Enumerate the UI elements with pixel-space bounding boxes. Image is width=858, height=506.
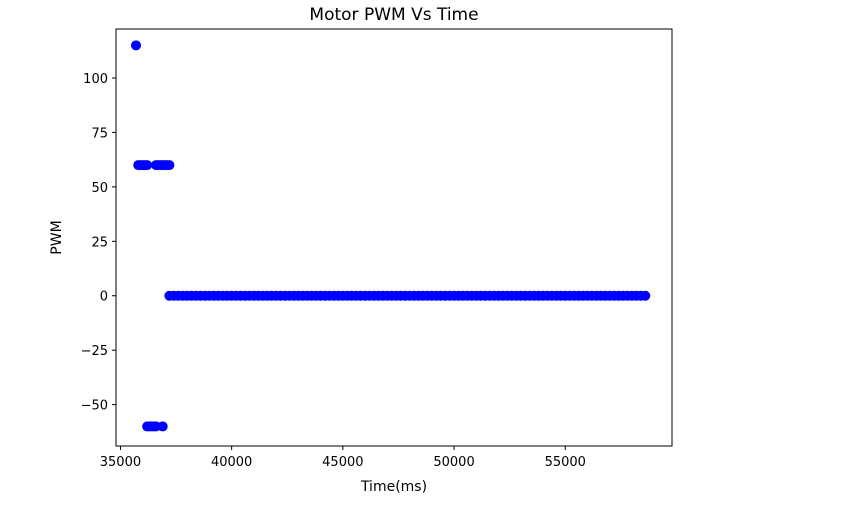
x-tick-label: 55000 [545,455,586,470]
data-point [131,40,142,51]
x-tick-label: 45000 [322,455,363,470]
y-tick-label: 75 [91,126,108,141]
plot-frame [115,28,673,447]
chart-title: Motor PWM Vs Time [309,5,478,25]
x-tick-label: 50000 [433,455,474,470]
data-point [164,160,175,171]
y-tick-label: 100 [83,72,108,87]
x-axis-title: Time(ms) [360,479,427,495]
x-tick-label: 35000 [100,455,141,470]
data-point [157,421,168,432]
x-axis: 35000 40000 45000 50000 55000 [100,446,586,470]
y-axis: −50 −25 0 25 50 75 100 [81,72,116,414]
x-tick-label: 40000 [211,455,252,470]
data-points [131,40,651,432]
y-tick-label: 25 [91,235,108,250]
y-tick-label: 0 [100,290,108,305]
data-point [640,290,651,301]
y-tick-label: 50 [91,181,108,196]
y-tick-label: −25 [81,344,108,359]
y-tick-label: −50 [81,399,108,414]
data-point [142,160,153,171]
y-axis-title: PWM [49,220,65,254]
